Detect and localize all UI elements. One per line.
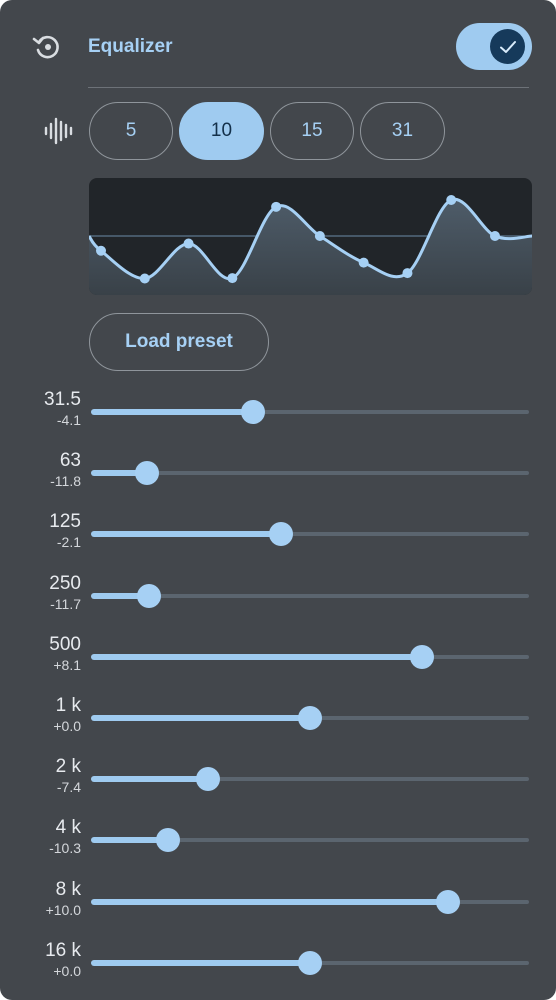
band-row: 1 k +0.0 <box>0 695 556 755</box>
slider-thumb[interactable] <box>298 950 322 975</box>
band-gain-label: -7.4 <box>56 779 81 796</box>
check-icon <box>499 40 516 53</box>
band-frequency-label: 250 <box>49 572 81 594</box>
header-divider <box>88 87 529 88</box>
band-gain-slider[interactable] <box>91 703 529 733</box>
band-frequency-label: 63 <box>59 450 81 472</box>
slider-thumb[interactable] <box>409 644 434 669</box>
band-gain-slider[interactable] <box>91 825 529 855</box>
slider-track <box>91 838 529 843</box>
band-frequency-label: 31.5 <box>44 389 81 410</box>
band-frequency-label: 4 k <box>55 817 81 839</box>
band-frequency-label: 2 k <box>55 756 81 778</box>
band-row: 250 -11.7 <box>0 573 556 633</box>
slider-thumb[interactable] <box>195 767 220 792</box>
band-gain-label: -2.1 <box>56 534 81 551</box>
band-gain-slider[interactable] <box>91 581 529 611</box>
slider-thumb[interactable] <box>241 400 266 424</box>
eq-curve-area <box>89 199 532 295</box>
band-row: 125 -2.1 <box>0 511 556 571</box>
band-gain-label: -11.8 <box>50 473 81 490</box>
bands-option-5[interactable]: 5 <box>89 102 173 160</box>
eq-band-point <box>314 231 325 241</box>
slider-fill <box>91 653 422 660</box>
band-gain-slider[interactable] <box>91 948 529 978</box>
slider-thumb[interactable] <box>298 706 322 730</box>
load-preset-button[interactable]: Load preset <box>89 313 269 371</box>
slider-fill <box>91 959 310 966</box>
slider-track <box>91 471 529 476</box>
equalizer-enable-toggle[interactable] <box>456 23 532 70</box>
eq-band-point <box>271 201 282 212</box>
slider-fill <box>91 592 149 599</box>
band-row: 31.5 -4.1 <box>0 389 556 449</box>
slider-track <box>91 593 529 598</box>
band-frequency-label: 16 k <box>45 939 81 961</box>
band-row: 63 -11.8 <box>0 450 556 510</box>
toggle-knob <box>490 29 525 64</box>
band-gain-slider[interactable] <box>91 764 529 794</box>
slider-fill <box>91 776 208 783</box>
sound-wave-icon <box>44 117 73 145</box>
band-row: 500 +8.1 <box>0 634 556 694</box>
slider-fill <box>91 837 168 844</box>
band-gain-slider[interactable] <box>91 519 529 549</box>
band-gain-label: +0.0 <box>53 962 81 979</box>
slider-thumb[interactable] <box>436 889 460 914</box>
slider-fill <box>91 409 254 415</box>
band-frequency-label: 125 <box>49 511 81 533</box>
band-gain-label: +0.0 <box>53 718 81 734</box>
slider-track <box>91 410 529 414</box>
band-frequency-label: 500 <box>49 633 81 655</box>
slider-thumb[interactable] <box>135 461 160 486</box>
band-row: 4 k -10.3 <box>0 817 556 877</box>
band-gain-label: -4.1 <box>56 412 81 428</box>
slider-thumb[interactable] <box>155 828 180 853</box>
slider-thumb[interactable] <box>269 522 294 547</box>
slider-track <box>91 777 529 782</box>
slider-track <box>91 532 529 537</box>
slider-fill <box>91 715 310 721</box>
band-gain-slider[interactable] <box>91 397 529 427</box>
reset-restore-icon[interactable] <box>30 30 64 64</box>
eq-band-point <box>96 245 106 256</box>
band-gain-slider[interactable] <box>91 642 529 672</box>
band-frequency-label: 8 k <box>55 878 81 900</box>
eq-band-point <box>446 195 457 205</box>
band-row: 2 k -7.4 <box>0 756 556 816</box>
band-frequency-label: 1 k <box>55 695 81 716</box>
slider-thumb[interactable] <box>136 583 161 608</box>
eq-band-point <box>358 257 369 268</box>
eq-response-curve <box>89 195 532 295</box>
eq-band-point <box>227 273 238 284</box>
band-gain-slider[interactable] <box>91 887 529 917</box>
band-gain-label: -11.7 <box>50 595 81 612</box>
band-row: 16 k +0.0 <box>0 940 556 1000</box>
band-gain-label: +8.1 <box>53 656 81 673</box>
bands-option-31[interactable]: 31 <box>360 102 445 160</box>
eq-band-point <box>183 238 194 249</box>
bands-option-10[interactable]: 10 <box>179 102 264 160</box>
band-gain-slider[interactable] <box>91 458 529 488</box>
band-gain-label: +10.0 <box>45 901 81 918</box>
slider-fill <box>91 898 448 905</box>
slider-fill <box>91 531 282 538</box>
eq-band-point <box>490 231 500 241</box>
page-title: Equalizer <box>88 36 173 57</box>
eq-band-point <box>139 273 150 284</box>
slider-fill <box>91 470 148 477</box>
bands-option-15[interactable]: 15 <box>270 102 354 160</box>
eq-band-point <box>402 268 413 279</box>
band-gain-label: -10.3 <box>49 840 81 857</box>
eq-response-graph <box>89 178 532 295</box>
band-row: 8 k +10.0 <box>0 879 556 939</box>
